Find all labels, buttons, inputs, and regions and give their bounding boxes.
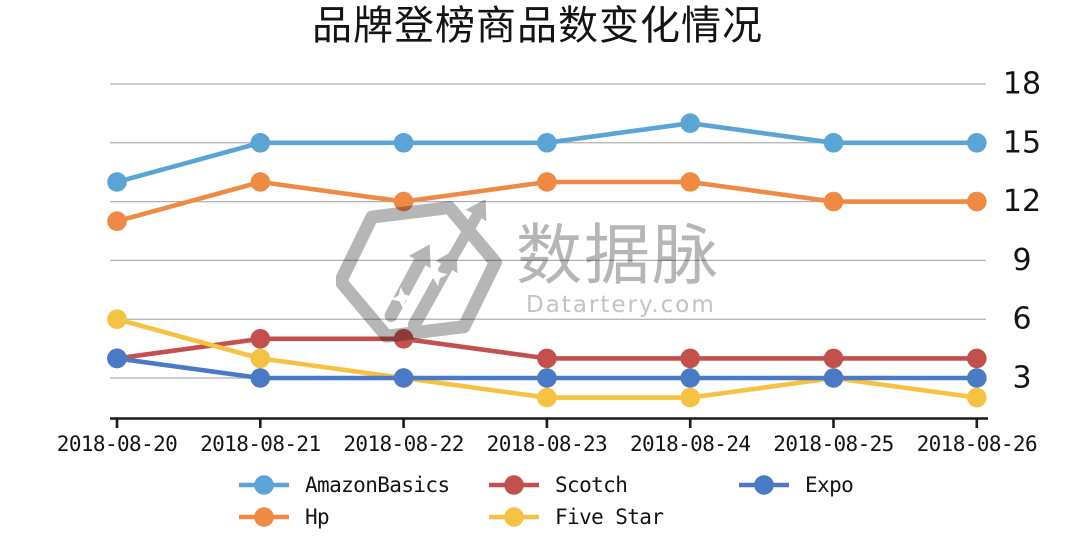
x-axis-tick-label: 2018-08-20 bbox=[57, 432, 177, 456]
chart-title: 品牌登榜商品数变化情况 bbox=[312, 3, 763, 49]
data-point-marker bbox=[107, 211, 127, 231]
x-axis-tick-label: 2018-08-21 bbox=[200, 432, 320, 456]
data-point-marker bbox=[393, 133, 414, 153]
legend-item-expo: Expo bbox=[737, 472, 854, 498]
data-point-marker bbox=[250, 329, 271, 349]
legend-label: Hp bbox=[305, 505, 330, 529]
data-point-marker bbox=[680, 368, 700, 388]
data-point-marker bbox=[967, 348, 987, 369]
data-point-marker bbox=[823, 368, 844, 388]
series-amazonbasics bbox=[107, 113, 987, 192]
data-point-marker bbox=[537, 387, 557, 408]
data-point-marker bbox=[250, 172, 271, 192]
data-point-marker bbox=[967, 133, 987, 153]
data-point-marker bbox=[537, 348, 557, 369]
legend-marker-icon bbox=[239, 475, 289, 495]
x-axis-tick-label: 2018-08-22 bbox=[343, 432, 463, 456]
y-axis-tick-label: 9 bbox=[1012, 243, 1031, 278]
data-point-marker bbox=[823, 348, 844, 369]
legend-marker-dot bbox=[504, 475, 524, 495]
legend-marker-dot bbox=[254, 507, 274, 527]
y-axis-tick-label: 12 bbox=[1003, 184, 1041, 219]
legend-label: AmazonBasics bbox=[305, 473, 450, 497]
data-point-marker bbox=[250, 133, 271, 153]
data-point-marker bbox=[680, 348, 700, 369]
y-axis-tick-label: 3 bbox=[1012, 361, 1031, 396]
data-point-marker bbox=[680, 387, 700, 408]
data-point-marker bbox=[967, 191, 987, 212]
legend-marker-icon bbox=[239, 507, 289, 527]
data-point-marker bbox=[823, 133, 844, 153]
legend-marker-dot bbox=[254, 475, 274, 495]
series-expo bbox=[107, 348, 987, 388]
data-point-marker bbox=[680, 172, 700, 192]
x-axis-tick-label: 2018-08-26 bbox=[917, 432, 1037, 456]
data-point-marker bbox=[107, 172, 127, 192]
data-point-marker bbox=[250, 368, 271, 388]
data-point-marker bbox=[967, 387, 987, 408]
data-point-marker bbox=[680, 113, 700, 133]
x-axis-tick-label: 2018-08-23 bbox=[487, 432, 607, 456]
y-axis-tick-label: 6 bbox=[1012, 302, 1031, 337]
legend-item-hp: Hp bbox=[237, 504, 330, 530]
data-point-marker bbox=[537, 172, 557, 192]
data-point-marker bbox=[107, 348, 127, 369]
data-point-marker bbox=[250, 348, 271, 369]
data-point-marker bbox=[823, 191, 844, 212]
legend-marker-icon bbox=[489, 475, 539, 495]
data-point-marker bbox=[537, 368, 557, 388]
legend-marker-icon bbox=[489, 507, 539, 527]
data-point-marker bbox=[967, 368, 987, 388]
legend-marker-dot bbox=[504, 507, 524, 527]
x-axis-tick-label: 2018-08-25 bbox=[773, 432, 893, 456]
x-axis-tick-label: 2018-08-24 bbox=[630, 432, 750, 456]
legend-item-five-star: Five Star bbox=[487, 504, 664, 530]
legend-label: Expo bbox=[805, 473, 854, 497]
data-point-marker bbox=[537, 133, 557, 153]
data-point-marker bbox=[107, 309, 127, 330]
legend-marker-icon bbox=[739, 475, 789, 495]
series-scotch bbox=[107, 329, 987, 369]
legend-marker-dot bbox=[754, 475, 774, 495]
y-axis-tick-label: 18 bbox=[1003, 67, 1041, 102]
legend-label: Scotch bbox=[555, 473, 628, 497]
y-axis-tick-label: 15 bbox=[1003, 125, 1041, 160]
data-point-marker bbox=[393, 368, 414, 388]
legend-item-amazonbasics: AmazonBasics bbox=[237, 472, 450, 498]
legend-label: Five Star bbox=[555, 505, 664, 529]
legend-item-scotch: Scotch bbox=[487, 472, 628, 498]
